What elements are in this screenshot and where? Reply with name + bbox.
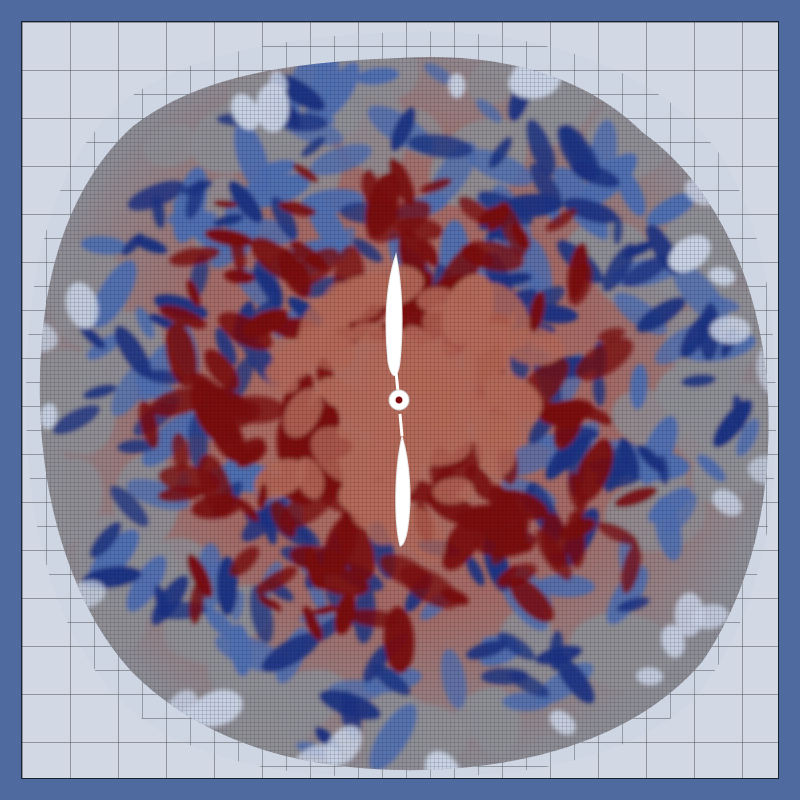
rotor-blade-icon <box>395 434 411 547</box>
render-viewport[interactable] <box>21 21 779 779</box>
wake-region <box>39 56 769 771</box>
rotor-blade-icon <box>385 252 403 376</box>
rotor-assembly <box>385 252 411 547</box>
simulation-render <box>22 22 778 778</box>
